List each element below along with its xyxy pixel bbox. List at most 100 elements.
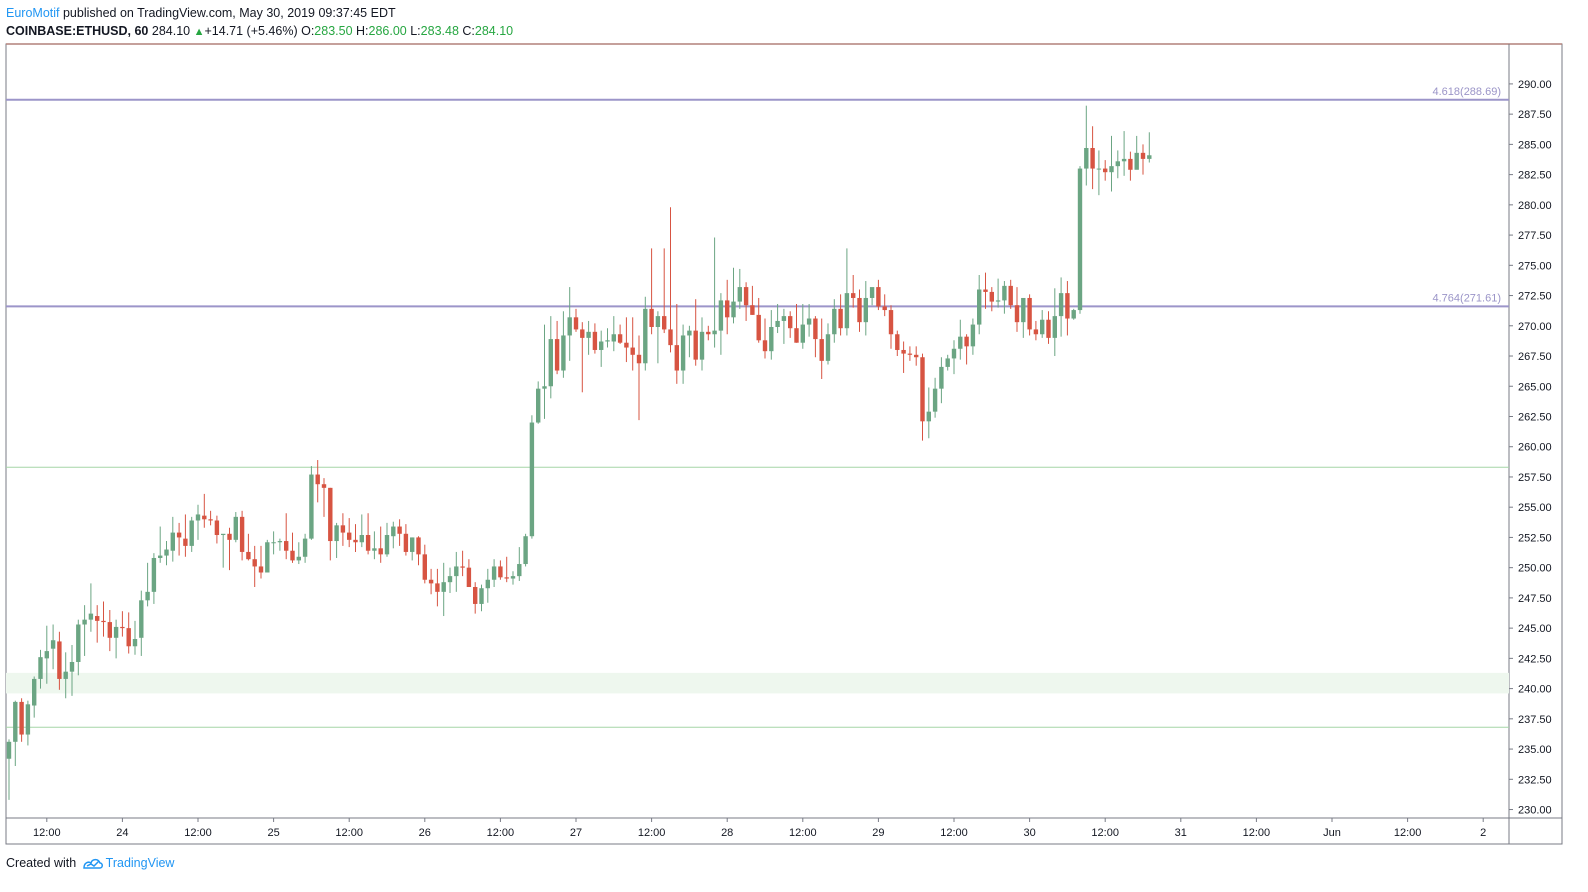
candle-body xyxy=(214,520,220,536)
candle xyxy=(706,325,711,341)
candle-body xyxy=(561,335,566,371)
candle-body xyxy=(586,331,591,338)
candle-body xyxy=(397,526,402,534)
author-link[interactable]: EuroMotif xyxy=(6,6,60,20)
candle xyxy=(1014,287,1020,332)
time-tick-label: 12:00 xyxy=(184,827,212,839)
candle-body xyxy=(762,340,768,352)
candle-body xyxy=(832,308,837,335)
candle-body xyxy=(334,525,339,542)
candle-body xyxy=(945,358,950,367)
candle xyxy=(838,294,843,336)
candle xyxy=(800,304,805,349)
candle xyxy=(6,739,12,800)
candle-body xyxy=(284,541,289,551)
price-axis[interactable]: 230.00 232.50 235.00 237.50 240.00 242.50 245.… xyxy=(1509,79,1552,817)
candle xyxy=(536,381,541,424)
candle-body xyxy=(1077,168,1083,311)
candle xyxy=(1033,320,1039,341)
candle xyxy=(750,285,755,315)
candle xyxy=(825,323,831,365)
candle xyxy=(989,287,994,312)
candle xyxy=(466,559,472,588)
candle xyxy=(605,328,610,348)
candle xyxy=(1109,135,1114,192)
candle-body xyxy=(819,339,824,361)
candle-body xyxy=(542,386,547,389)
candle xyxy=(510,571,516,585)
candle-body xyxy=(25,704,31,735)
candle-body xyxy=(309,474,314,539)
candle xyxy=(794,304,799,343)
candle-body xyxy=(1058,293,1064,317)
candle xyxy=(1121,131,1127,176)
candle-body xyxy=(296,556,301,561)
candle-body xyxy=(1121,158,1127,162)
last-price: 284.10 xyxy=(151,24,191,38)
candle xyxy=(63,652,68,699)
candle-body xyxy=(32,678,37,706)
candle xyxy=(126,612,131,654)
candle xyxy=(958,319,963,360)
candle-body xyxy=(1109,166,1114,173)
candlestick-chart[interactable]: 4.618(288.69)4.764(271.61) 230.00232.502… xyxy=(0,0,1588,852)
candle xyxy=(479,584,484,612)
candle-body xyxy=(970,324,976,347)
price-change: +14.71 (+5.46%) xyxy=(204,24,298,38)
candle xyxy=(567,287,572,361)
chart-border xyxy=(5,43,1563,845)
candle-body xyxy=(825,334,831,361)
candle xyxy=(277,538,283,551)
candle-body xyxy=(384,535,390,555)
candle xyxy=(258,545,264,579)
candle-body xyxy=(195,514,201,521)
high-value: 286.00 xyxy=(368,24,407,38)
price-tick-label: 257.50 xyxy=(1518,472,1552,484)
candle-body xyxy=(529,422,535,537)
candle xyxy=(737,268,742,309)
candle-body xyxy=(1008,285,1013,306)
candle-body xyxy=(605,340,610,342)
candle xyxy=(712,237,717,348)
candle-body xyxy=(643,308,648,364)
candle xyxy=(1084,105,1089,186)
time-axis[interactable]: 12:00 24 12:00 25 12:00 26 12:00 27 12:00 28 12:00… xyxy=(33,818,1486,839)
candle xyxy=(1002,281,1007,314)
candle xyxy=(195,504,201,540)
candle xyxy=(756,297,761,343)
candle-body xyxy=(378,548,383,555)
candle-body xyxy=(1002,285,1007,301)
candle xyxy=(1103,160,1108,181)
candle-body xyxy=(869,287,875,298)
candle xyxy=(460,550,465,577)
candle-body xyxy=(775,320,780,327)
candle xyxy=(441,562,446,617)
candle xyxy=(76,619,81,676)
price-tick-label: 290.00 xyxy=(1518,79,1552,91)
candle xyxy=(617,324,623,344)
chart-header: EuroMotif published on TradingView.com, … xyxy=(6,4,1566,41)
candle xyxy=(107,609,112,652)
candle xyxy=(1040,310,1045,338)
candle xyxy=(347,518,352,548)
candle xyxy=(788,311,793,338)
candle-body xyxy=(252,559,257,567)
candle-body xyxy=(391,526,396,537)
candle xyxy=(983,272,988,309)
candle xyxy=(548,316,553,399)
candle-body xyxy=(964,336,969,347)
candle-body xyxy=(794,328,799,343)
price-tick-label: 232.50 xyxy=(1518,774,1552,786)
candle-body xyxy=(19,701,24,735)
candle-body xyxy=(1021,297,1026,323)
candle-body xyxy=(510,576,516,579)
candle-body xyxy=(239,516,245,552)
tradingview-brand-link[interactable]: TradingView xyxy=(105,856,175,870)
candle-body xyxy=(76,624,81,662)
candle xyxy=(13,700,18,766)
candle xyxy=(680,324,686,384)
candle-body xyxy=(265,542,270,573)
time-tick-label: 12:00 xyxy=(335,827,363,839)
candle xyxy=(145,562,150,607)
candle-body xyxy=(151,557,157,592)
